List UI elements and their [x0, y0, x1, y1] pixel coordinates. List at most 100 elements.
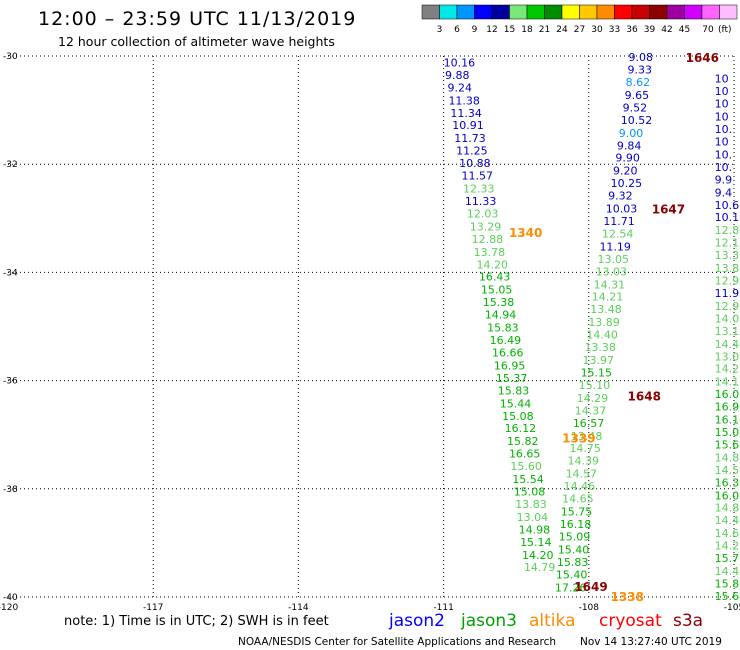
pass-number-label: 1647 [652, 203, 685, 217]
wave-height-point: 16.65 [509, 448, 541, 461]
scale-swatch [544, 4, 563, 20]
wave-height-point: 10.1 [715, 211, 740, 224]
x-tick-label: -111 [433, 603, 453, 613]
wave-height-point: 13.32 [715, 249, 740, 262]
wave-height-point: 10. [715, 161, 733, 174]
wave-height-point: 14.68 [715, 527, 740, 540]
wave-height-point: 14.98 [519, 523, 551, 536]
wave-height-point: 16.05 [715, 388, 740, 401]
wave-height-point: 16.07 [715, 489, 740, 502]
wave-height-point: 14.46 [715, 565, 740, 578]
y-tick-label: -34 [3, 268, 18, 278]
wave-height-point: 14.75 [569, 442, 601, 455]
wave-height-point: 9.20 [613, 165, 638, 178]
scale-label: 45 [679, 25, 690, 35]
wave-height-point: 13.89 [588, 316, 620, 329]
x-tick-label: -114 [288, 603, 309, 613]
x-tick-label: -108 [579, 603, 600, 613]
scale-swatch [596, 4, 615, 20]
wave-height-point: 12.03 [467, 207, 499, 220]
wave-height-point: 15.37 [496, 372, 528, 385]
satellite-legend: jason2 jason3 altika cryosat s3a [388, 611, 703, 631]
x-tick-label: -120 [0, 603, 18, 613]
scale-label: 39 [644, 25, 656, 35]
scale-swatch [439, 4, 458, 20]
wave-height-point: 16.57 [573, 417, 605, 430]
wave-height-point: 13.05 [715, 350, 740, 363]
wave-height-point: 15.87 [715, 577, 740, 590]
wave-height-point: 9.52 [623, 101, 648, 114]
wave-height-point: 14.46 [564, 480, 596, 493]
scale-swatch [701, 4, 720, 20]
pass-number-label: 1649 [574, 580, 607, 594]
scale-label: 9 [472, 25, 478, 35]
wave-height-point: 10.6 [715, 199, 740, 212]
scale-swatch [579, 4, 598, 20]
wave-height-point: 13.12 [715, 325, 740, 338]
wave-height-point: 14.94 [485, 309, 517, 322]
wave-height-point: 14.57 [566, 468, 598, 481]
scale-swatch [456, 4, 475, 20]
wave-height-point: 13.48 [590, 303, 622, 316]
wave-height-point: 13.83 [515, 498, 547, 511]
scale-swatch [684, 4, 703, 20]
wave-height-point: 11.34 [450, 107, 482, 120]
wave-height-point: 15.38 [483, 296, 514, 309]
scale-swatch [614, 4, 633, 20]
wave-height-point: 14.59 [715, 464, 740, 477]
wave-height-point: 16.91 [715, 401, 740, 414]
legend-jason2: jason2 [388, 611, 445, 631]
wave-height-point: 14.29 [577, 392, 609, 405]
wave-height-point: 10.25 [611, 177, 643, 190]
wave-height-point: 14.86 [715, 502, 740, 515]
wave-height-point: 15.83 [557, 556, 589, 569]
legend-s3a: s3a [673, 611, 703, 631]
wave-height-point: 13.48 [571, 430, 603, 443]
legend-cryosat: cryosat [599, 611, 662, 631]
scale-label: 18 [521, 25, 533, 35]
wave-height-point: 11.38 [448, 94, 480, 107]
scale-label: 21 [539, 25, 550, 35]
scale-label: 6 [454, 25, 460, 35]
scale-swatch [509, 4, 528, 20]
wave-height-point: 8.62 [626, 76, 651, 89]
wave-height-point: 10. [715, 123, 733, 136]
wave-height-point: 13.97 [583, 354, 615, 367]
wave-height-point: 12.1 [715, 237, 740, 250]
wave-height-point: 13.78 [474, 246, 506, 259]
wave-height-point: 10 [715, 73, 729, 86]
scale-swatch [631, 4, 650, 20]
wave-height-point: 10.52 [621, 114, 653, 127]
wave-height-point: 15.08 [502, 410, 534, 423]
wave-height-point: 10 [715, 111, 729, 124]
pass-number-label: 1339 [562, 431, 595, 445]
x-tick-label: -117 [143, 603, 163, 613]
wave-height-point: 11.19 [599, 240, 631, 253]
wave-height-point: 15.82 [507, 435, 539, 448]
wave-height-point: 14.31 [594, 278, 626, 291]
wave-height-point: 15.40 [556, 568, 588, 581]
wave-height-point: 16.43 [479, 271, 511, 284]
scale-swatch [719, 4, 738, 20]
wave-height-point: 14.20 [477, 258, 509, 271]
wave-height-point: 15.78 [715, 552, 740, 565]
wave-height-point: 9.90 [615, 152, 640, 165]
wave-height-point: 10 [715, 135, 729, 148]
wave-height-point: 14.41 [715, 338, 740, 351]
wave-height-point: 11.71 [603, 215, 635, 228]
satellite-pass-labels: 1646 1647 1648 1649 1340 1339 1338 [509, 51, 719, 604]
wave-height-point: 16.49 [490, 334, 521, 347]
pass-number-label: 1646 [686, 51, 719, 65]
chart-title: 12:00 – 23:59 UTC 11/13/2019 [38, 8, 356, 30]
scale-label: 36 [626, 25, 638, 35]
chart-subtitle: 12 hour collection of altimeter wave hei… [58, 34, 335, 49]
wave-height-point: 15.14 [520, 536, 552, 549]
wave-height-point: 9.08 [628, 51, 653, 64]
wave-height-point: 9.00 [619, 127, 644, 140]
wave-height-point: 15.54 [512, 473, 544, 486]
wave-height-point: 16.39 [715, 476, 740, 489]
wave-height-point: 9.65 [625, 89, 650, 102]
chart-grid [8, 55, 735, 598]
wave-height-point: 15.64 [715, 590, 740, 603]
scale-label: 3 [437, 25, 443, 35]
